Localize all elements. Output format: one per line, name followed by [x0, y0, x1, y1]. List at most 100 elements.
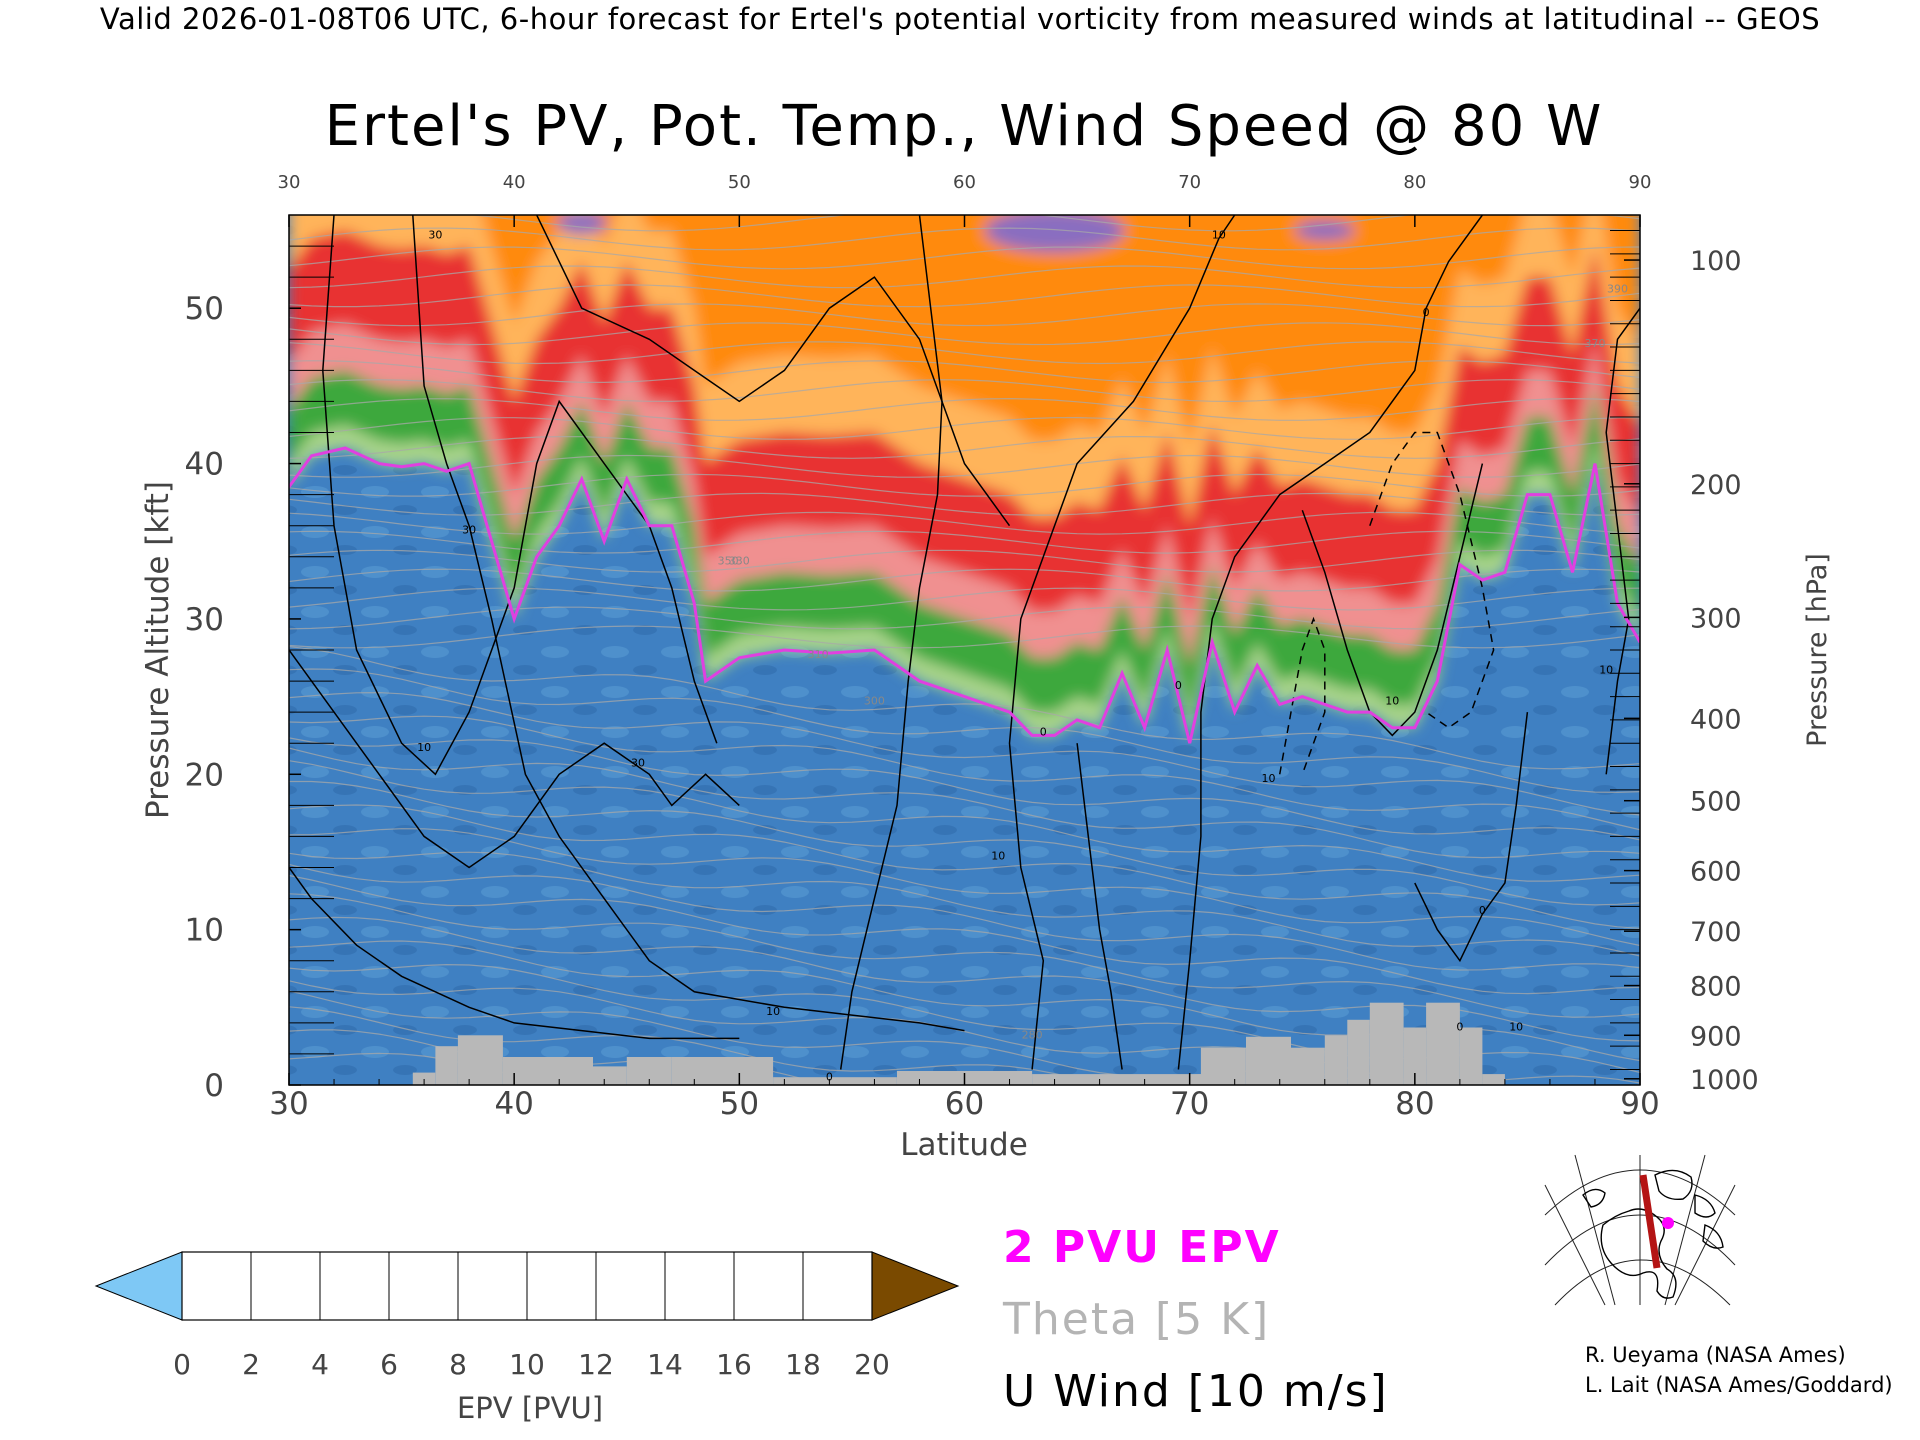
contour-label: 30 — [631, 757, 645, 770]
pressure-tick-label: 700 — [1690, 917, 1742, 948]
colorbar-tick-label: 0 — [173, 1348, 191, 1381]
terrain-step — [1324, 1035, 1348, 1085]
y-tick-label: 30 — [185, 602, 224, 638]
terrain-step — [435, 1046, 458, 1085]
x-tick-label: 70 — [1170, 1086, 1209, 1122]
contour-label: 0 — [1175, 679, 1182, 692]
terrain-step — [671, 1057, 774, 1085]
legend-theta: Theta [5 K] — [1002, 1294, 1270, 1345]
colorbar-tick-label: 12 — [578, 1348, 614, 1381]
y-tick-label: 40 — [185, 447, 224, 483]
contour-label: 10 — [1262, 772, 1276, 785]
credit-line-1: R. Ueyama (NASA Ames) — [1585, 1343, 1846, 1367]
axes: 3030404050506060707080809090010203040501… — [185, 172, 1759, 1122]
x-tick-label-top: 70 — [1178, 172, 1201, 193]
contour-label: 280 — [1022, 1028, 1043, 1041]
colorbar-tick-label: 6 — [380, 1348, 398, 1381]
contour-label: 370 — [1585, 337, 1606, 350]
pressure-tick-label: 100 — [1690, 246, 1742, 277]
x-tick-label-top: 30 — [278, 172, 301, 193]
credit-line-2: L. Lait (NASA Ames/Goddard) — [1585, 1373, 1893, 1397]
x-tick-label: 60 — [945, 1086, 984, 1122]
colorbar-tick-label: 8 — [449, 1348, 467, 1381]
colorbar-tick-label: 20 — [854, 1348, 890, 1381]
y-tick-label: 50 — [185, 291, 224, 327]
terrain-step — [457, 1035, 503, 1085]
colorbar-tick-label: 10 — [509, 1348, 545, 1381]
north-polar-map-icon — [1544, 1154, 1736, 1306]
contour-label: 0 — [1456, 1021, 1463, 1034]
contour-label: 350 — [718, 555, 739, 568]
contour-label: 10 — [1599, 663, 1613, 676]
contour-label: 30 — [462, 524, 476, 537]
contour-label: 0 — [1423, 306, 1430, 319]
contour-label: 10 — [417, 741, 431, 754]
x-tick-label: 80 — [1395, 1086, 1434, 1122]
colorbar-under-arrow — [94, 1251, 183, 1321]
contour-label: 310 — [808, 648, 829, 661]
terrain-step — [1403, 1027, 1427, 1085]
pressure-tick-label: 1000 — [1690, 1065, 1759, 1096]
pressure-tick-label: 500 — [1690, 787, 1742, 818]
x-axis-label: Latitude — [900, 1127, 1028, 1163]
x-tick-label: 40 — [494, 1086, 533, 1122]
terrain-step — [1426, 1002, 1460, 1085]
colorbar-tick-label: 2 — [242, 1348, 260, 1381]
valid-time-header: Valid 2026-01-08T06 UTC, 6-hour forecast… — [99, 2, 1821, 36]
colorbar-tick-label: 16 — [716, 1348, 752, 1381]
terrain-step — [1482, 1074, 1505, 1085]
pressure-tick-label: 900 — [1690, 1021, 1742, 1052]
terrain-step — [593, 1066, 627, 1085]
terrain-step — [502, 1057, 593, 1085]
wind-contours — [289, 215, 1640, 1070]
chart-title: Ertel's PV, Pot. Temp., Wind Speed @ 80 … — [325, 94, 1604, 159]
contour-label: 300 — [864, 694, 885, 707]
terrain-mask — [412, 1002, 1505, 1085]
pressure-tick-label: 300 — [1690, 603, 1742, 634]
colorbar-tick-label: 4 — [311, 1348, 329, 1381]
y-tick-label: 20 — [185, 757, 224, 793]
contour-label: 0 — [1040, 725, 1047, 738]
epv-2pvu-contour — [289, 446, 1640, 744]
x-tick-label-top: 90 — [1629, 172, 1652, 193]
contour-label: 10 — [766, 1005, 780, 1018]
y-axis-label-right: Pressure [hPa] — [1802, 553, 1833, 747]
x-tick-label: 90 — [1620, 1086, 1659, 1122]
terrain-step — [773, 1077, 897, 1085]
terrain-step — [1032, 1074, 1201, 1085]
legend-epv: 2 PVU EPV — [1003, 1222, 1281, 1273]
terrain-step — [1200, 1047, 1246, 1085]
legend: 2 PVU EPV Theta [5 K] U Wind [10 m/s] — [1002, 1222, 1387, 1417]
contour-label: 330 — [729, 555, 750, 568]
y-tick-label: 0 — [204, 1068, 224, 1104]
colorbar-tick-label: 14 — [647, 1348, 683, 1381]
colorbar-label: EPV [PVU] — [457, 1391, 603, 1425]
terrain-step — [1459, 1027, 1483, 1085]
contour-label: 10 — [991, 850, 1005, 863]
contour-label: 30 — [428, 228, 442, 241]
x-tick-label: 30 — [269, 1086, 308, 1122]
cross-section-track — [1639, 1174, 1661, 1269]
contour-label: 10 — [1212, 228, 1226, 241]
pressure-tick-label: 800 — [1690, 972, 1742, 1003]
terrain-step — [1291, 1047, 1325, 1085]
contour-label: 10 — [1385, 694, 1399, 707]
contour-label: 390 — [1607, 283, 1628, 296]
pressure-tick-label: 200 — [1690, 470, 1742, 501]
x-tick-label-top: 40 — [503, 172, 526, 193]
colorbar: 0 2 4 6 8 10 12 14 16 18 20 — [94, 1251, 960, 1381]
pressure-tick-label: 600 — [1690, 857, 1742, 888]
terrain-step — [1246, 1036, 1291, 1085]
pressure-tick-label: 400 — [1690, 704, 1742, 735]
contour-label: 10 — [1509, 1021, 1523, 1034]
x-tick-label-top: 50 — [728, 172, 751, 193]
colorbar-over-arrow — [871, 1251, 960, 1321]
terrain-step — [1369, 1002, 1404, 1085]
colorbar-tick-label: 18 — [785, 1348, 821, 1381]
y-tick-label: 10 — [185, 913, 224, 949]
credits: R. Ueyama (NASA Ames) L. Lait (NASA Ames… — [1585, 1340, 1893, 1400]
